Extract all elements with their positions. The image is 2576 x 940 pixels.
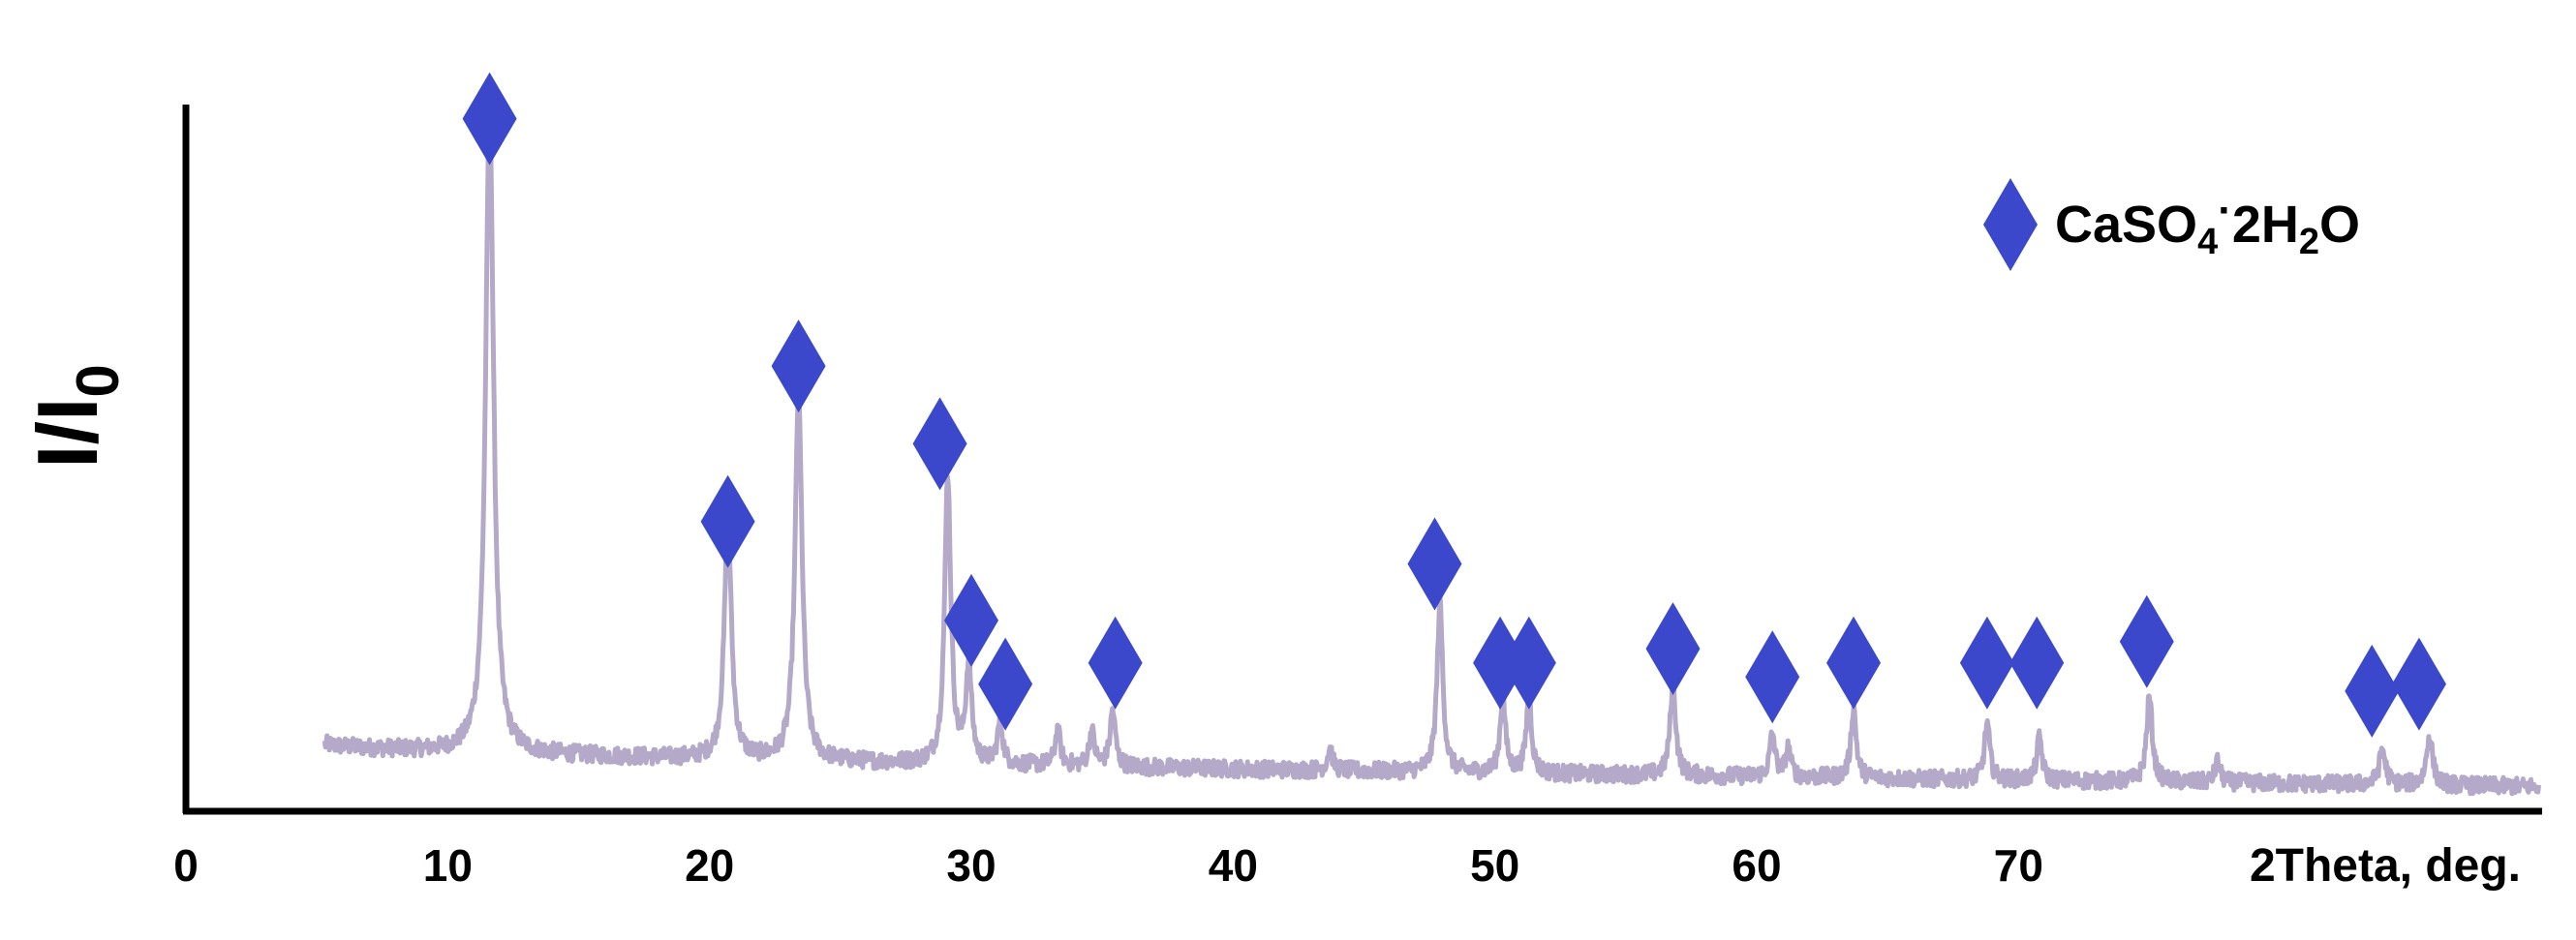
text-layer: 0 10 20 30 40 50 60 70 2Theta, deg. I/I0 [19,364,2521,892]
gypsum-peak-marker-13 [1826,616,1882,710]
x-tick-label-50: 50 [1470,840,1519,891]
gypsum-peak-marker-10 [1501,616,1556,710]
x-tick-label-40: 40 [1209,840,1258,891]
xrd-pattern-line [322,93,2541,797]
gypsum-peak-marker-14 [1959,616,2014,710]
gypsum-peak-marker-8 [1407,517,1462,611]
gypsum-peak-marker-4 [912,397,967,491]
x-tick-label-30: 30 [946,840,996,891]
gypsum-peak-marker-15 [2009,616,2065,710]
pattern-layer [322,93,2541,797]
gypsum-peak-marker-1 [462,72,517,166]
gypsum-peak-marker-9 [1473,616,1528,710]
gypsum-peak-marker-5 [944,573,998,667]
legend-marker [1983,178,2038,271]
x-tick-label-20: 20 [685,840,734,891]
gypsum-peak-marker-17 [2345,644,2400,738]
x-axis-title: 2Theta, deg. [2250,840,2521,892]
gypsum-peak-marker-7 [1088,616,1143,710]
x-tick-label-60: 60 [1732,840,1781,891]
marker-layer [462,72,2446,738]
y-axis-title: I/I0 [19,364,132,469]
gypsum-peak-marker-12 [1745,630,1800,724]
gypsum-peak-marker-18 [2391,637,2446,731]
gypsum-peak-marker-3 [771,319,826,413]
axes [182,105,2542,815]
gypsum-peak-marker-11 [1645,602,1701,696]
gypsum-peak-marker-2 [700,474,755,568]
gypsum-peak-marker-6 [978,637,1033,731]
legend-label: CaSO4·2H2O [2055,187,2360,262]
x-tick-label-70: 70 [1994,840,2043,891]
legend: CaSO4·2H2O [1983,178,2360,271]
x-tick-label-10: 10 [423,840,473,891]
gypsum-peak-marker-16 [2119,594,2174,688]
x-tick-label-0: 0 [173,840,199,891]
